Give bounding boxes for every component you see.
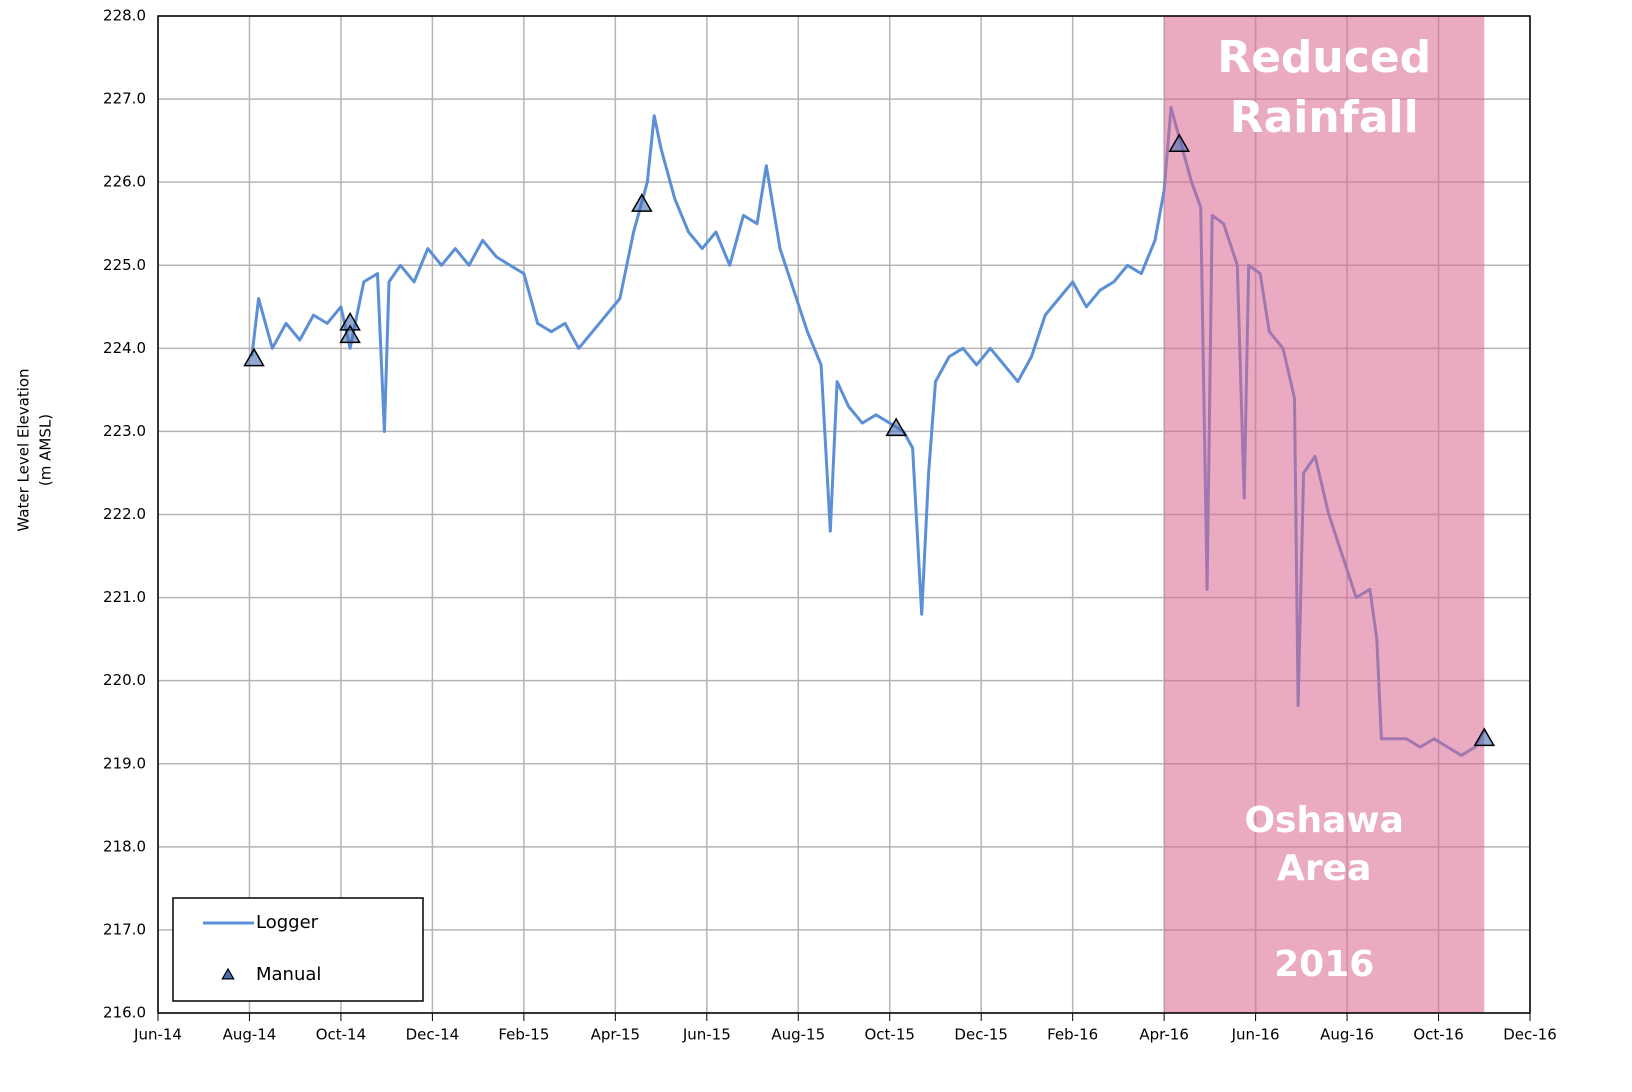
x-tick-label: Dec-15 [954,1026,1008,1044]
y-tick-label: 225.0 [103,256,146,274]
x-tick-label: Apr-16 [1139,1026,1189,1044]
x-tick-label: Jun-15 [682,1026,731,1044]
x-tick-label: Oct-14 [316,1026,366,1044]
annotation: Area [1277,848,1371,889]
manual-point [1168,133,1191,153]
y-tick-label: 226.0 [103,173,146,191]
manual-point [631,193,653,212]
y-axis-label: (m AMSL) [37,414,55,486]
x-tick-label: Feb-15 [498,1026,549,1044]
plot-frame [157,15,1531,1014]
x-tick-label: Dec-16 [1503,1026,1557,1044]
y-tick-label: 218.0 [103,837,146,855]
y-tick-label: 224.0 [103,339,146,357]
legend-label: Manual [256,964,321,985]
legend-marker [221,967,235,980]
x-tick-label: Aug-15 [771,1026,825,1044]
x-tick-label: Jun-14 [133,1026,182,1044]
x-tick-label: Oct-15 [865,1026,915,1044]
annotation: 2016 [1274,944,1374,985]
legend-box [172,897,424,1002]
y-tick-label: 219.0 [103,754,146,772]
annotation: Rainfall [1230,92,1419,143]
y-tick-label: 220.0 [103,671,146,689]
y-tick-label: 221.0 [103,588,146,606]
manual-point [1473,727,1496,747]
manual-point [243,347,265,367]
y-tick-label: 223.0 [103,422,146,440]
x-tick-label: Oct-16 [1413,1026,1463,1044]
y-tick-label: 222.0 [103,505,146,523]
manual-point [885,417,907,437]
legend-label: Logger [256,912,319,933]
x-tick-label: Feb-16 [1047,1026,1098,1044]
x-tick-label: Aug-14 [223,1026,277,1044]
y-tick-label: 217.0 [103,920,146,938]
shaded-region [1164,16,1485,1013]
annotation: Oshawa [1244,800,1404,841]
y-tick-label: 227.0 [103,90,146,108]
y-axis-label: Water Level Elevation [15,368,33,531]
x-tick-label: Jun-16 [1231,1026,1280,1044]
x-tick-label: Dec-14 [406,1026,460,1044]
annotation: Reduced [1217,32,1431,83]
y-tick-label: 228.0 [103,7,146,25]
y-tick-label: 216.0 [103,1004,146,1022]
x-tick-label: Aug-16 [1320,1026,1374,1044]
x-tick-label: Apr-15 [591,1026,641,1044]
manual-point [339,324,361,344]
